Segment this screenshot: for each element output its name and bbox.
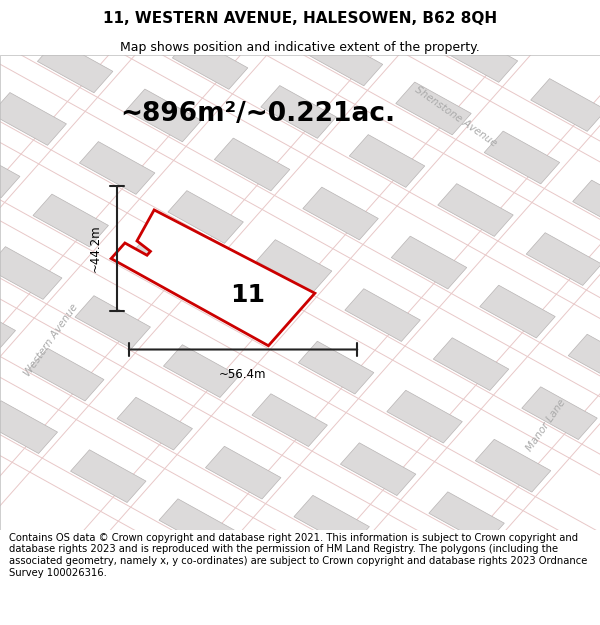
Polygon shape — [0, 145, 20, 198]
Polygon shape — [0, 299, 16, 352]
Polygon shape — [261, 86, 336, 138]
Text: Western Avenue: Western Avenue — [22, 302, 80, 378]
Polygon shape — [210, 292, 286, 345]
Polygon shape — [303, 187, 378, 240]
Polygon shape — [391, 236, 467, 289]
Polygon shape — [345, 289, 420, 341]
Polygon shape — [526, 232, 600, 286]
Polygon shape — [75, 296, 151, 348]
Polygon shape — [438, 184, 513, 236]
Polygon shape — [568, 334, 600, 387]
Polygon shape — [433, 338, 509, 391]
Polygon shape — [29, 348, 104, 401]
Polygon shape — [168, 191, 244, 243]
Polygon shape — [71, 450, 146, 503]
Polygon shape — [159, 499, 235, 551]
Text: ~56.4m: ~56.4m — [219, 368, 267, 381]
Polygon shape — [298, 341, 374, 394]
Polygon shape — [172, 36, 248, 89]
Polygon shape — [126, 89, 202, 142]
Polygon shape — [37, 40, 113, 92]
Polygon shape — [484, 131, 560, 184]
Polygon shape — [252, 394, 328, 446]
Text: Shenstone Avenue: Shenstone Avenue — [413, 84, 499, 149]
Polygon shape — [442, 29, 518, 82]
Polygon shape — [0, 92, 67, 145]
Text: Manor Lane: Manor Lane — [524, 398, 568, 453]
Polygon shape — [121, 243, 197, 296]
Polygon shape — [0, 247, 62, 299]
Polygon shape — [480, 285, 555, 338]
Polygon shape — [387, 390, 463, 443]
Polygon shape — [429, 492, 505, 544]
Text: 11, WESTERN AVENUE, HALESOWEN, B62 8QH: 11, WESTERN AVENUE, HALESOWEN, B62 8QH — [103, 11, 497, 26]
Polygon shape — [294, 496, 370, 548]
Polygon shape — [349, 134, 425, 188]
Polygon shape — [214, 138, 290, 191]
Text: Map shows position and indicative extent of the property.: Map shows position and indicative extent… — [120, 41, 480, 54]
Polygon shape — [522, 387, 597, 439]
Text: ~44.2m: ~44.2m — [89, 225, 102, 272]
Polygon shape — [396, 82, 471, 135]
Polygon shape — [205, 446, 281, 499]
Text: ~896m²/~0.221ac.: ~896m²/~0.221ac. — [120, 101, 395, 127]
Polygon shape — [111, 210, 315, 346]
Polygon shape — [163, 345, 239, 398]
Polygon shape — [307, 33, 383, 86]
Polygon shape — [530, 79, 600, 131]
Text: 11: 11 — [230, 283, 265, 307]
Polygon shape — [79, 142, 155, 194]
Polygon shape — [340, 442, 416, 496]
Polygon shape — [256, 239, 332, 292]
Polygon shape — [572, 180, 600, 233]
Polygon shape — [117, 398, 193, 450]
Polygon shape — [475, 439, 551, 492]
Text: Contains OS data © Crown copyright and database right 2021. This information is : Contains OS data © Crown copyright and d… — [9, 533, 587, 578]
Polygon shape — [0, 401, 58, 454]
Polygon shape — [33, 194, 109, 247]
